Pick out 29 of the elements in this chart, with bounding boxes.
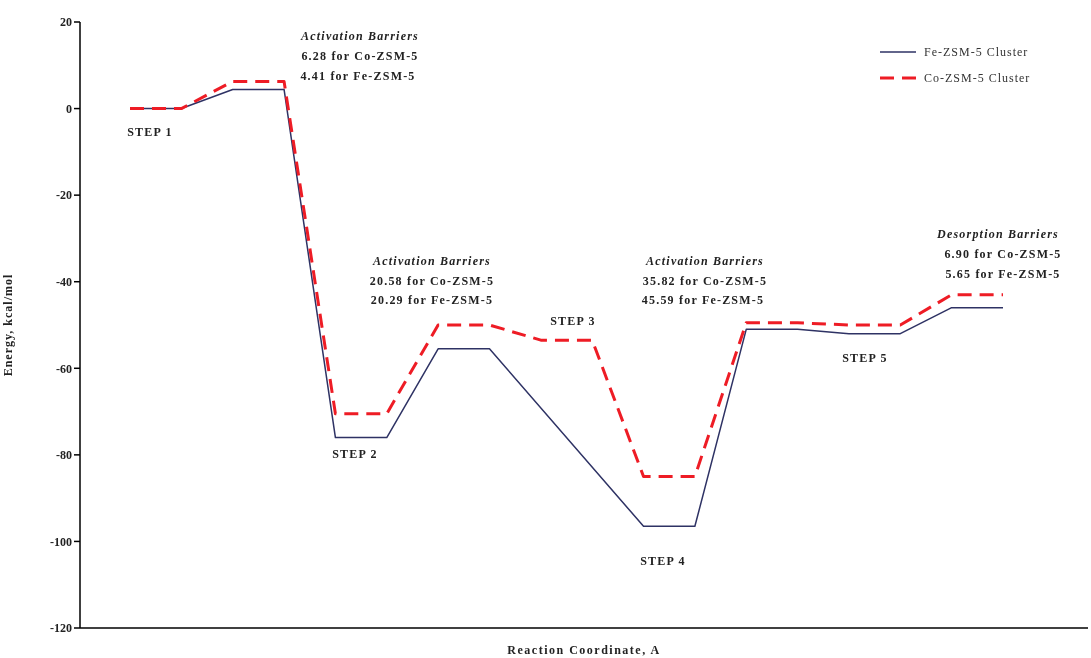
legend-label: Fe-ZSM-5 Cluster	[924, 45, 1029, 59]
annotation: Activation Barriers	[300, 29, 419, 43]
y-tick-label: -60	[56, 361, 72, 376]
annotation: Activation Barriers	[372, 254, 491, 268]
x-axis-title: Reaction Coordinate, A	[507, 643, 661, 657]
y-tick-label: -80	[56, 448, 72, 463]
annotation: 45.59 for Fe-ZSM-5	[641, 293, 765, 307]
annotation: 20.58 for Co-ZSM-5	[369, 274, 495, 288]
annotation: STEP 2	[332, 447, 378, 461]
annotation: STEP 1	[127, 125, 173, 139]
y-tick-label: -20	[56, 188, 72, 203]
annotation: 5.65 for Fe-ZSM-5	[945, 267, 1061, 281]
annotation: Activation Barriers	[645, 254, 764, 268]
annotation: STEP 4	[640, 554, 686, 568]
y-tick-label: -120	[50, 621, 72, 636]
annotation: 6.28 for Co-ZSM-5	[301, 49, 419, 63]
annotation: 4.41 for Fe-ZSM-5	[300, 69, 416, 83]
annotation: STEP 5	[842, 351, 888, 365]
annotation: 6.90 for Co-ZSM-5	[944, 247, 1062, 261]
annotation: 35.82 for Co-ZSM-5	[642, 274, 768, 288]
annotation: 20.29 for Fe-ZSM-5	[370, 293, 494, 307]
annotation: STEP 3	[550, 314, 596, 328]
y-tick-label: -40	[56, 274, 72, 289]
y-tick-label: 0	[66, 101, 72, 116]
y-tick-label: -100	[50, 534, 72, 549]
y-tick-label: 20	[60, 15, 72, 30]
legend-label: Co-ZSM-5 Cluster	[924, 71, 1031, 85]
annotation: Desorption Barriers	[936, 227, 1059, 241]
y-axis-title: Energy, kcal/mol	[1, 273, 16, 377]
